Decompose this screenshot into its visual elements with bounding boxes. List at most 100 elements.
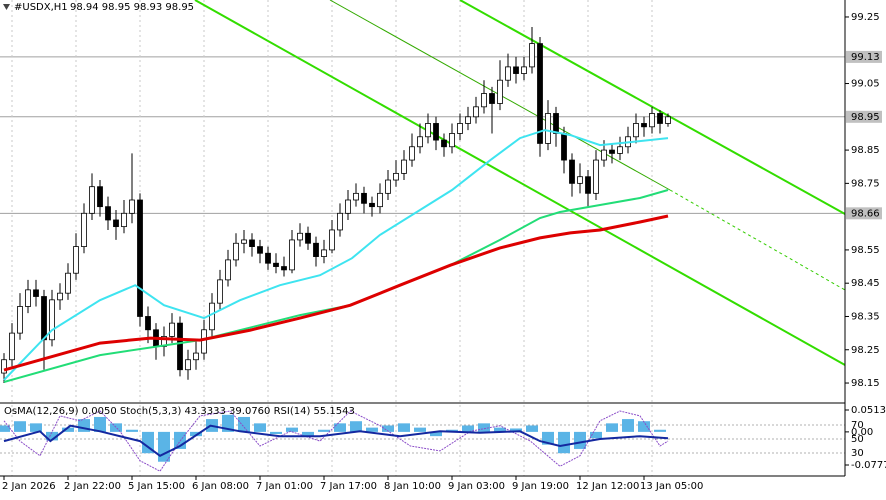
osma-bar <box>302 431 314 437</box>
osma-bar <box>398 423 410 432</box>
chart-title: #USDX,H1 <box>14 2 68 13</box>
candle-body <box>569 159 575 184</box>
candle-body <box>217 279 223 304</box>
osma-bar <box>606 423 618 432</box>
x-tick-label: 9 Jan 19:00 <box>512 481 569 492</box>
candle-body <box>145 316 151 331</box>
candle-body <box>641 123 647 128</box>
level-box <box>846 207 882 220</box>
candle-body <box>449 133 455 148</box>
osma-bar <box>526 425 538 432</box>
candle-body <box>313 242 319 257</box>
y-tick-label: 98.35 <box>851 311 880 322</box>
osma-bar <box>318 429 330 432</box>
osma-bar <box>462 425 474 432</box>
osma-bar <box>574 431 586 449</box>
candle-body <box>609 149 615 154</box>
y-tick-label: 99.25 <box>851 12 880 23</box>
candle-body <box>329 229 335 251</box>
candle-body <box>33 289 39 297</box>
candle-body <box>601 149 607 161</box>
candle-body <box>137 199 143 317</box>
candle-body <box>113 219 119 228</box>
x-tick-label: 6 Jan 08:00 <box>192 481 249 492</box>
level-label: 98.66 <box>851 208 880 219</box>
candle-body <box>17 306 23 334</box>
candle-body <box>169 322 175 337</box>
candle-body <box>529 43 535 68</box>
candle-body <box>41 296 47 341</box>
osma-bar <box>126 429 138 432</box>
candle-body <box>457 123 463 134</box>
candle-body <box>393 172 399 181</box>
osma-bar <box>254 423 266 432</box>
candle-body <box>553 113 559 134</box>
candle-body <box>57 292 63 301</box>
candle-body <box>617 146 623 154</box>
osma-bar <box>286 427 298 432</box>
quote: 98.94 98.95 98.93 98.95 <box>70 2 194 13</box>
level-box <box>846 110 882 123</box>
trend-line <box>194 0 846 366</box>
x-tick-label: 7 Jan 17:00 <box>320 481 377 492</box>
osma-bar <box>94 416 106 432</box>
stoch-line <box>3 410 669 472</box>
x-tick-label: 12 Jan 12:00 <box>576 481 639 492</box>
candle-body <box>537 43 543 144</box>
osma-tick-label: -0.0777 <box>851 460 886 471</box>
x-tick-label: 2 Jan 2026 <box>2 481 56 492</box>
candle-body <box>521 66 527 74</box>
rsi-tick-label: 70 <box>851 420 864 431</box>
candle-body <box>665 116 671 124</box>
rsi-tick-label: 30 <box>851 448 864 459</box>
candle-body <box>593 159 599 194</box>
osma-bar <box>366 427 378 432</box>
candle-body <box>49 299 55 341</box>
candle-body <box>73 246 79 274</box>
candle-body <box>225 259 231 281</box>
candle-body <box>465 116 471 124</box>
candle-body <box>177 322 183 371</box>
x-tick-label: 13 Jan 05:00 <box>640 481 703 492</box>
candle-body <box>345 199 351 214</box>
y-tick-label: 98.45 <box>851 278 880 289</box>
candle-body <box>321 249 327 257</box>
candle-body <box>97 186 103 208</box>
candle-body <box>289 239 295 271</box>
osma-bar <box>14 421 26 432</box>
candle-body <box>369 202 375 208</box>
osma-bar <box>62 427 74 432</box>
candle-body <box>305 232 311 244</box>
osma-bar <box>510 428 522 432</box>
indicator-label: OsMA(12,26,9) 0.0050 Stoch(5,3,3) 43.333… <box>4 406 355 417</box>
candle-body <box>385 179 391 194</box>
osma-bar <box>478 423 490 432</box>
candle-body <box>89 186 95 214</box>
candle-body <box>129 199 135 214</box>
candle-body <box>121 212 127 228</box>
candle-body <box>193 352 199 361</box>
x-tick-label: 7 Jan 01:00 <box>256 481 313 492</box>
candle-body <box>241 239 247 244</box>
candle-body <box>337 212 343 231</box>
candle-body <box>249 239 255 247</box>
osma-bar <box>238 416 250 432</box>
osma-bar <box>654 429 666 432</box>
candle-body <box>545 113 551 144</box>
rsi-line <box>3 424 669 457</box>
candle-body <box>489 93 495 104</box>
candle-body <box>473 106 479 118</box>
candle-body <box>201 329 207 354</box>
candle-body <box>65 272 71 294</box>
osma-bar <box>622 419 634 432</box>
candle-body <box>209 302 215 331</box>
candle-body <box>481 93 487 108</box>
osma-bar <box>590 431 602 439</box>
candle-body <box>105 206 111 221</box>
osma-bar <box>334 423 346 432</box>
candle-body <box>513 66 519 74</box>
osma-bar <box>350 421 362 432</box>
osma-tick-label: 0.00 <box>851 427 873 438</box>
osma-bar <box>414 427 426 432</box>
